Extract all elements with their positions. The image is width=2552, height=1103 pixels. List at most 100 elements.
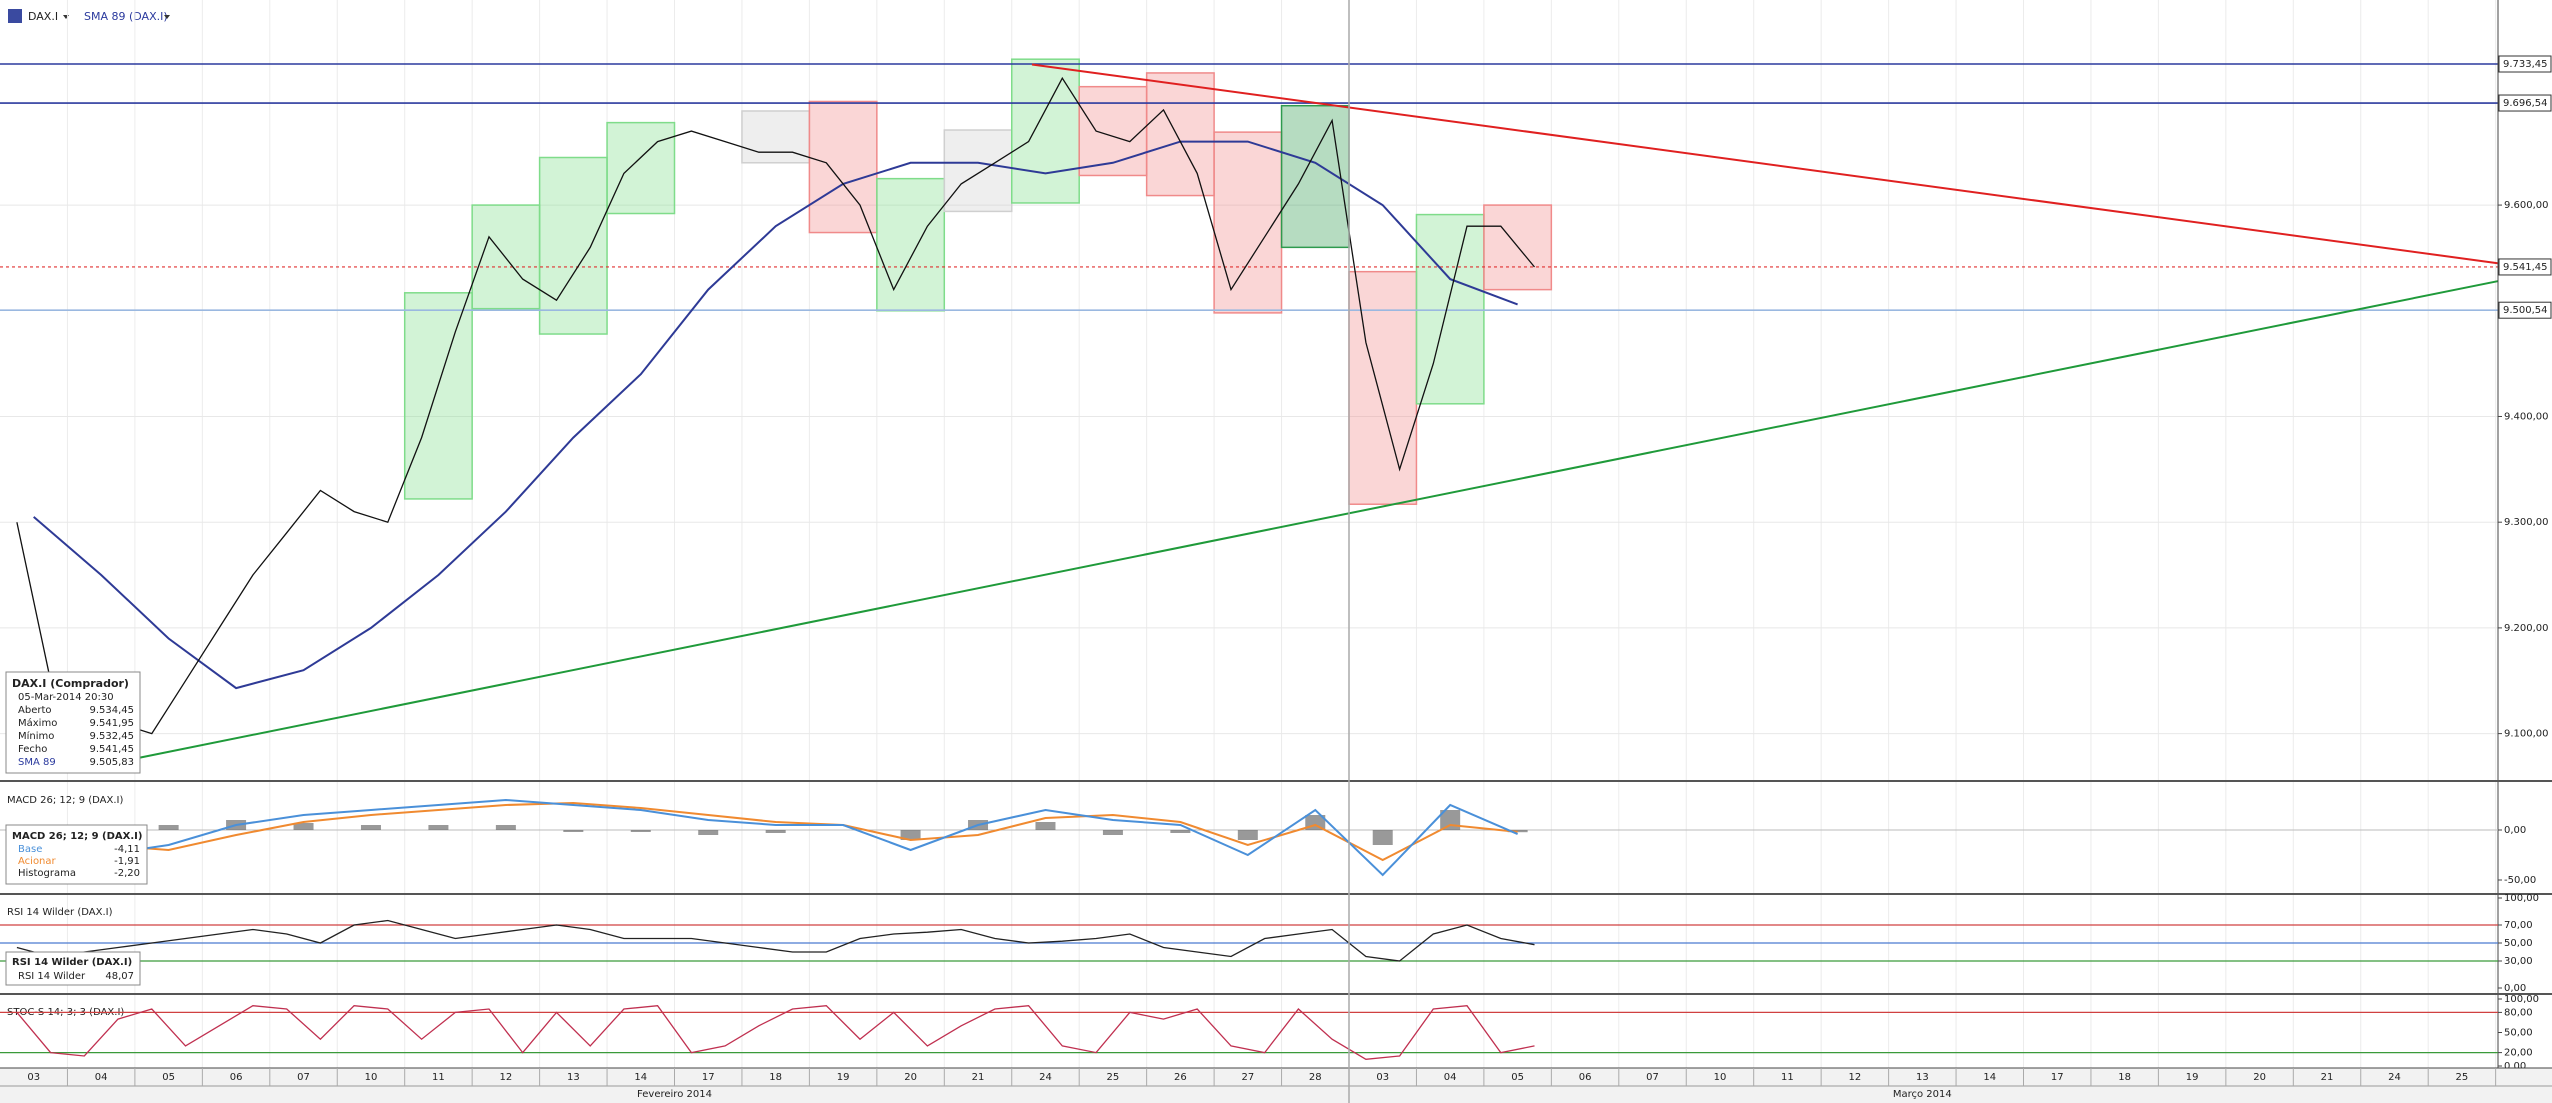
level-label-box xyxy=(2498,258,2552,276)
day-label: 04 xyxy=(95,1072,108,1083)
info-datetime: 05-Mar-2014 20:30 xyxy=(18,692,114,703)
day-label: 07 xyxy=(297,1072,310,1083)
day-label: 07 xyxy=(1646,1072,1659,1083)
day-label: 21 xyxy=(2321,1072,2334,1083)
histogram-bar xyxy=(360,825,381,830)
rsi-info-box xyxy=(5,951,141,986)
day-label: 28 xyxy=(1309,1072,1322,1083)
day-label: 13 xyxy=(567,1072,580,1083)
rsi-info-label: RSI 14 Wilder xyxy=(18,971,86,982)
macd-info-box xyxy=(5,824,148,885)
day-label: 18 xyxy=(769,1072,782,1083)
info-value: 9.534,45 xyxy=(89,705,134,716)
day-label: 04 xyxy=(1444,1072,1457,1083)
histogram-bar xyxy=(428,825,449,830)
rsi-info-value: 48,07 xyxy=(105,971,134,982)
pattern-box xyxy=(1415,213,1485,405)
dropdown-arrow[interactable] xyxy=(164,15,170,19)
histogram-bar xyxy=(563,830,584,832)
day-label: 11 xyxy=(432,1072,445,1083)
histogram-bar xyxy=(630,830,651,832)
info-value: 9.541,45 xyxy=(89,744,134,755)
info-label: Mínimo xyxy=(18,730,54,742)
pattern-box xyxy=(1078,85,1148,177)
level-label-box xyxy=(2498,94,2552,112)
y-tick-label: 9.100,00 xyxy=(2504,729,2549,740)
y-tick-label: 70,00 xyxy=(2504,920,2533,931)
y-tick-label: 9.300,00 xyxy=(2504,517,2549,528)
y-tick-label: 0,00 xyxy=(2504,825,2526,836)
pattern-box xyxy=(741,110,811,164)
day-label: 14 xyxy=(634,1072,647,1083)
day-label: 26 xyxy=(1174,1072,1187,1083)
symbol-label[interactable]: DAX.I xyxy=(28,10,58,23)
day-label: 20 xyxy=(904,1072,917,1083)
y-tick-label: 100,00 xyxy=(2504,893,2539,904)
level-label-box xyxy=(2498,301,2552,319)
day-label: 03 xyxy=(27,1072,40,1083)
pattern-box xyxy=(606,121,676,215)
pattern-box xyxy=(808,100,878,234)
day-label: 05 xyxy=(162,1072,175,1083)
y-tick-label: 9.400,00 xyxy=(2504,411,2549,422)
info-title: DAX.I (Comprador) xyxy=(12,677,129,690)
month-label: Fevereiro 2014 xyxy=(637,1089,712,1100)
level-label-box xyxy=(2498,55,2552,73)
pattern-box xyxy=(943,129,1013,213)
pattern-box xyxy=(1348,270,1418,505)
info-label: Fecho xyxy=(18,744,47,755)
day-label: 18 xyxy=(2118,1072,2131,1083)
level-label: 9.541,45 xyxy=(2503,262,2548,273)
y-tick-label: 9.200,00 xyxy=(2504,623,2549,634)
y-tick-label: 0,00 xyxy=(2504,1061,2526,1072)
day-label: 27 xyxy=(1241,1072,1254,1083)
macd-info-value: -1,91 xyxy=(114,856,140,867)
y-tick-label: 100,00 xyxy=(2504,994,2539,1005)
pattern-box xyxy=(403,292,473,500)
macd-signal-line xyxy=(33,801,1518,862)
macd-info-label: Acionar xyxy=(18,856,57,867)
indicator-label[interactable]: SMA 89 (DAX.I) xyxy=(84,10,168,23)
month-label: Março 2014 xyxy=(1893,1089,1952,1100)
y-tick-label: 50,00 xyxy=(2504,1028,2533,1039)
day-label: 12 xyxy=(1849,1072,1862,1083)
info-value: 9.532,45 xyxy=(89,731,134,742)
pattern-box xyxy=(538,156,608,335)
info-label: SMA 89 xyxy=(18,757,56,768)
day-label: 25 xyxy=(1107,1072,1120,1083)
y-tick-label: 0,00 xyxy=(2504,983,2526,994)
day-label: 06 xyxy=(230,1072,243,1083)
histogram-bar xyxy=(1237,830,1258,840)
sma-line xyxy=(33,140,1518,690)
level-label: 9.733,45 xyxy=(2503,59,2548,70)
day-label: 06 xyxy=(1579,1072,1592,1083)
day-label: 14 xyxy=(1983,1072,1996,1083)
day-label: 12 xyxy=(500,1072,513,1083)
day-label: 10 xyxy=(1714,1072,1727,1083)
rsi-line xyxy=(16,919,1535,962)
day-label: 17 xyxy=(702,1072,715,1083)
day-label: 25 xyxy=(2456,1072,2469,1083)
macd-info-value: -4,11 xyxy=(114,844,140,855)
stoc-line xyxy=(16,1005,1535,1060)
histogram-bar xyxy=(765,830,786,833)
symbol-icon xyxy=(8,9,22,23)
histogram-bar xyxy=(293,823,314,830)
y-tick-label: 30,00 xyxy=(2504,956,2533,967)
day-label: 11 xyxy=(1781,1072,1794,1083)
pattern-box xyxy=(1011,58,1080,204)
pattern-box xyxy=(1145,72,1215,197)
level-label: 9.500,54 xyxy=(2503,305,2548,316)
day-label: 24 xyxy=(2388,1072,2401,1083)
y-tick-label: 80,00 xyxy=(2504,1007,2533,1018)
trendline xyxy=(1031,63,2498,265)
pattern-box xyxy=(1213,131,1283,314)
histogram-bar xyxy=(698,830,719,835)
info-box xyxy=(5,671,141,774)
trendline xyxy=(127,280,2498,762)
histogram-bar xyxy=(1035,822,1056,830)
toolbar: DAX.I SMA 89 (DAX.I) xyxy=(8,9,170,23)
rsi-info-title: RSI 14 Wilder (DAX.I) xyxy=(12,957,132,968)
